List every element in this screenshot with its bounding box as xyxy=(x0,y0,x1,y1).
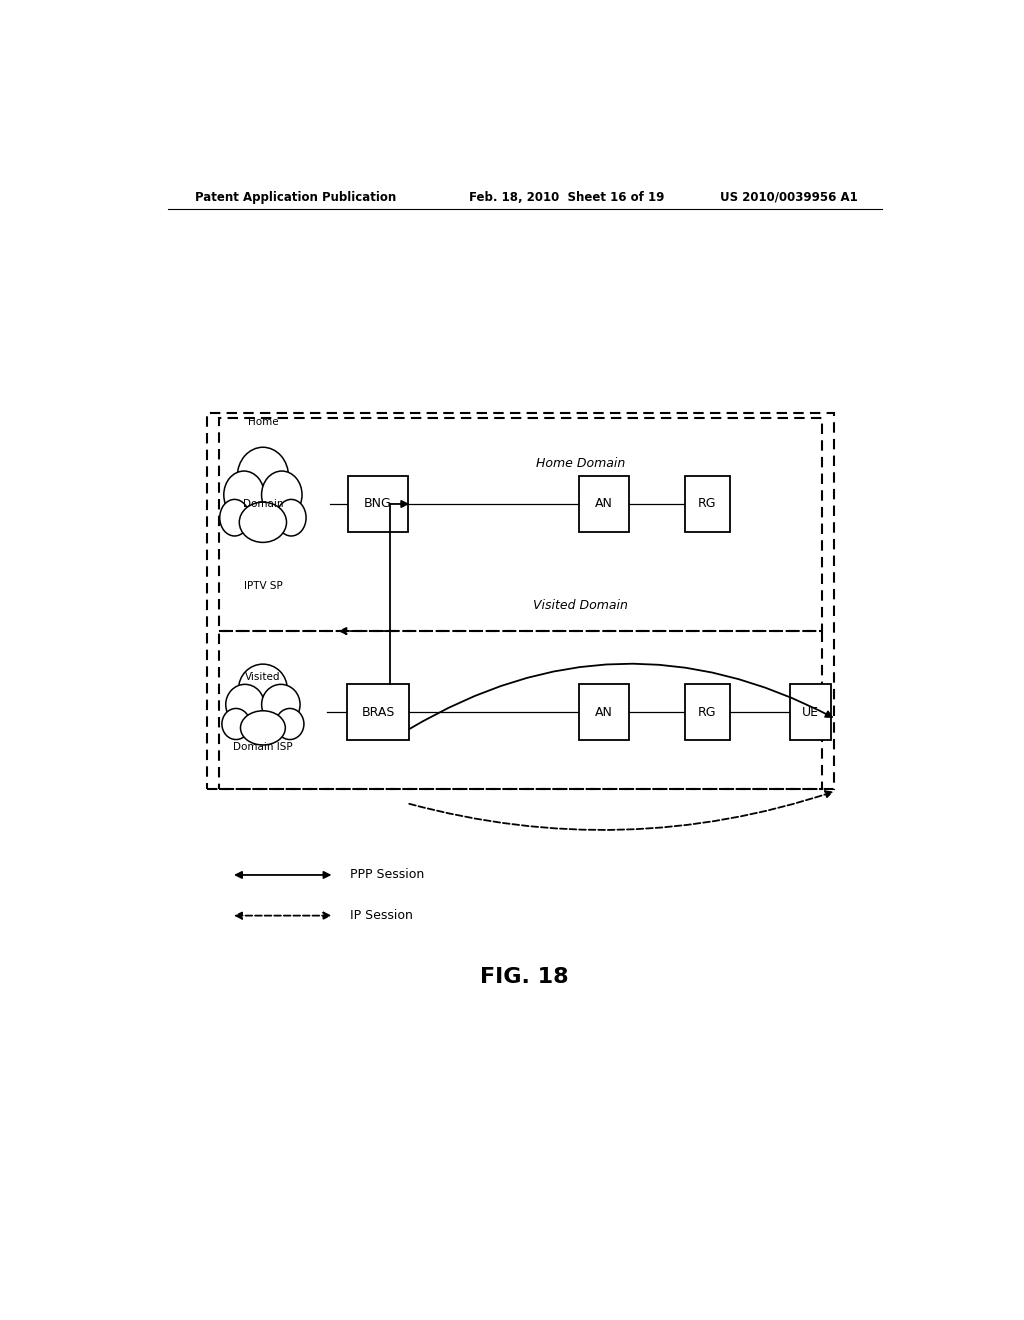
Text: PPP Session: PPP Session xyxy=(350,869,425,882)
Text: AN: AN xyxy=(595,498,613,511)
FancyBboxPatch shape xyxy=(579,684,630,741)
Text: AN: AN xyxy=(595,706,613,719)
Ellipse shape xyxy=(224,471,264,519)
Ellipse shape xyxy=(239,664,288,714)
FancyBboxPatch shape xyxy=(685,684,730,741)
FancyArrowPatch shape xyxy=(410,791,831,830)
Text: US 2010/0039956 A1: US 2010/0039956 A1 xyxy=(720,190,858,203)
Ellipse shape xyxy=(276,499,306,536)
Text: RG: RG xyxy=(698,498,717,511)
FancyBboxPatch shape xyxy=(579,477,630,532)
Text: UE: UE xyxy=(802,706,819,719)
FancyBboxPatch shape xyxy=(685,477,730,532)
Ellipse shape xyxy=(238,447,289,506)
Text: Domain: Domain xyxy=(243,499,284,510)
Ellipse shape xyxy=(220,499,250,536)
FancyBboxPatch shape xyxy=(790,684,831,741)
Text: IP Session: IP Session xyxy=(350,909,413,923)
Text: Patent Application Publication: Patent Application Publication xyxy=(196,190,396,203)
Text: IPTV SP: IPTV SP xyxy=(244,581,283,591)
FancyBboxPatch shape xyxy=(348,477,408,532)
FancyArrowPatch shape xyxy=(410,664,831,729)
Text: Domain ISP: Domain ISP xyxy=(233,742,293,752)
Ellipse shape xyxy=(240,502,287,543)
Text: RG: RG xyxy=(698,706,717,719)
Ellipse shape xyxy=(261,471,302,519)
Ellipse shape xyxy=(275,709,304,739)
Text: Home: Home xyxy=(248,417,279,426)
Text: BNG: BNG xyxy=(365,498,392,511)
Ellipse shape xyxy=(222,709,250,739)
Text: FIG. 18: FIG. 18 xyxy=(480,966,569,986)
Ellipse shape xyxy=(241,710,286,744)
Text: Visited: Visited xyxy=(245,672,281,682)
Text: Feb. 18, 2010  Sheet 16 of 19: Feb. 18, 2010 Sheet 16 of 19 xyxy=(469,190,665,203)
Text: BRAS: BRAS xyxy=(361,706,394,719)
Ellipse shape xyxy=(261,684,300,725)
Ellipse shape xyxy=(225,684,264,725)
FancyBboxPatch shape xyxy=(347,684,410,741)
Text: Visited Domain: Visited Domain xyxy=(532,599,628,612)
Text: Home Domain: Home Domain xyxy=(536,457,625,470)
